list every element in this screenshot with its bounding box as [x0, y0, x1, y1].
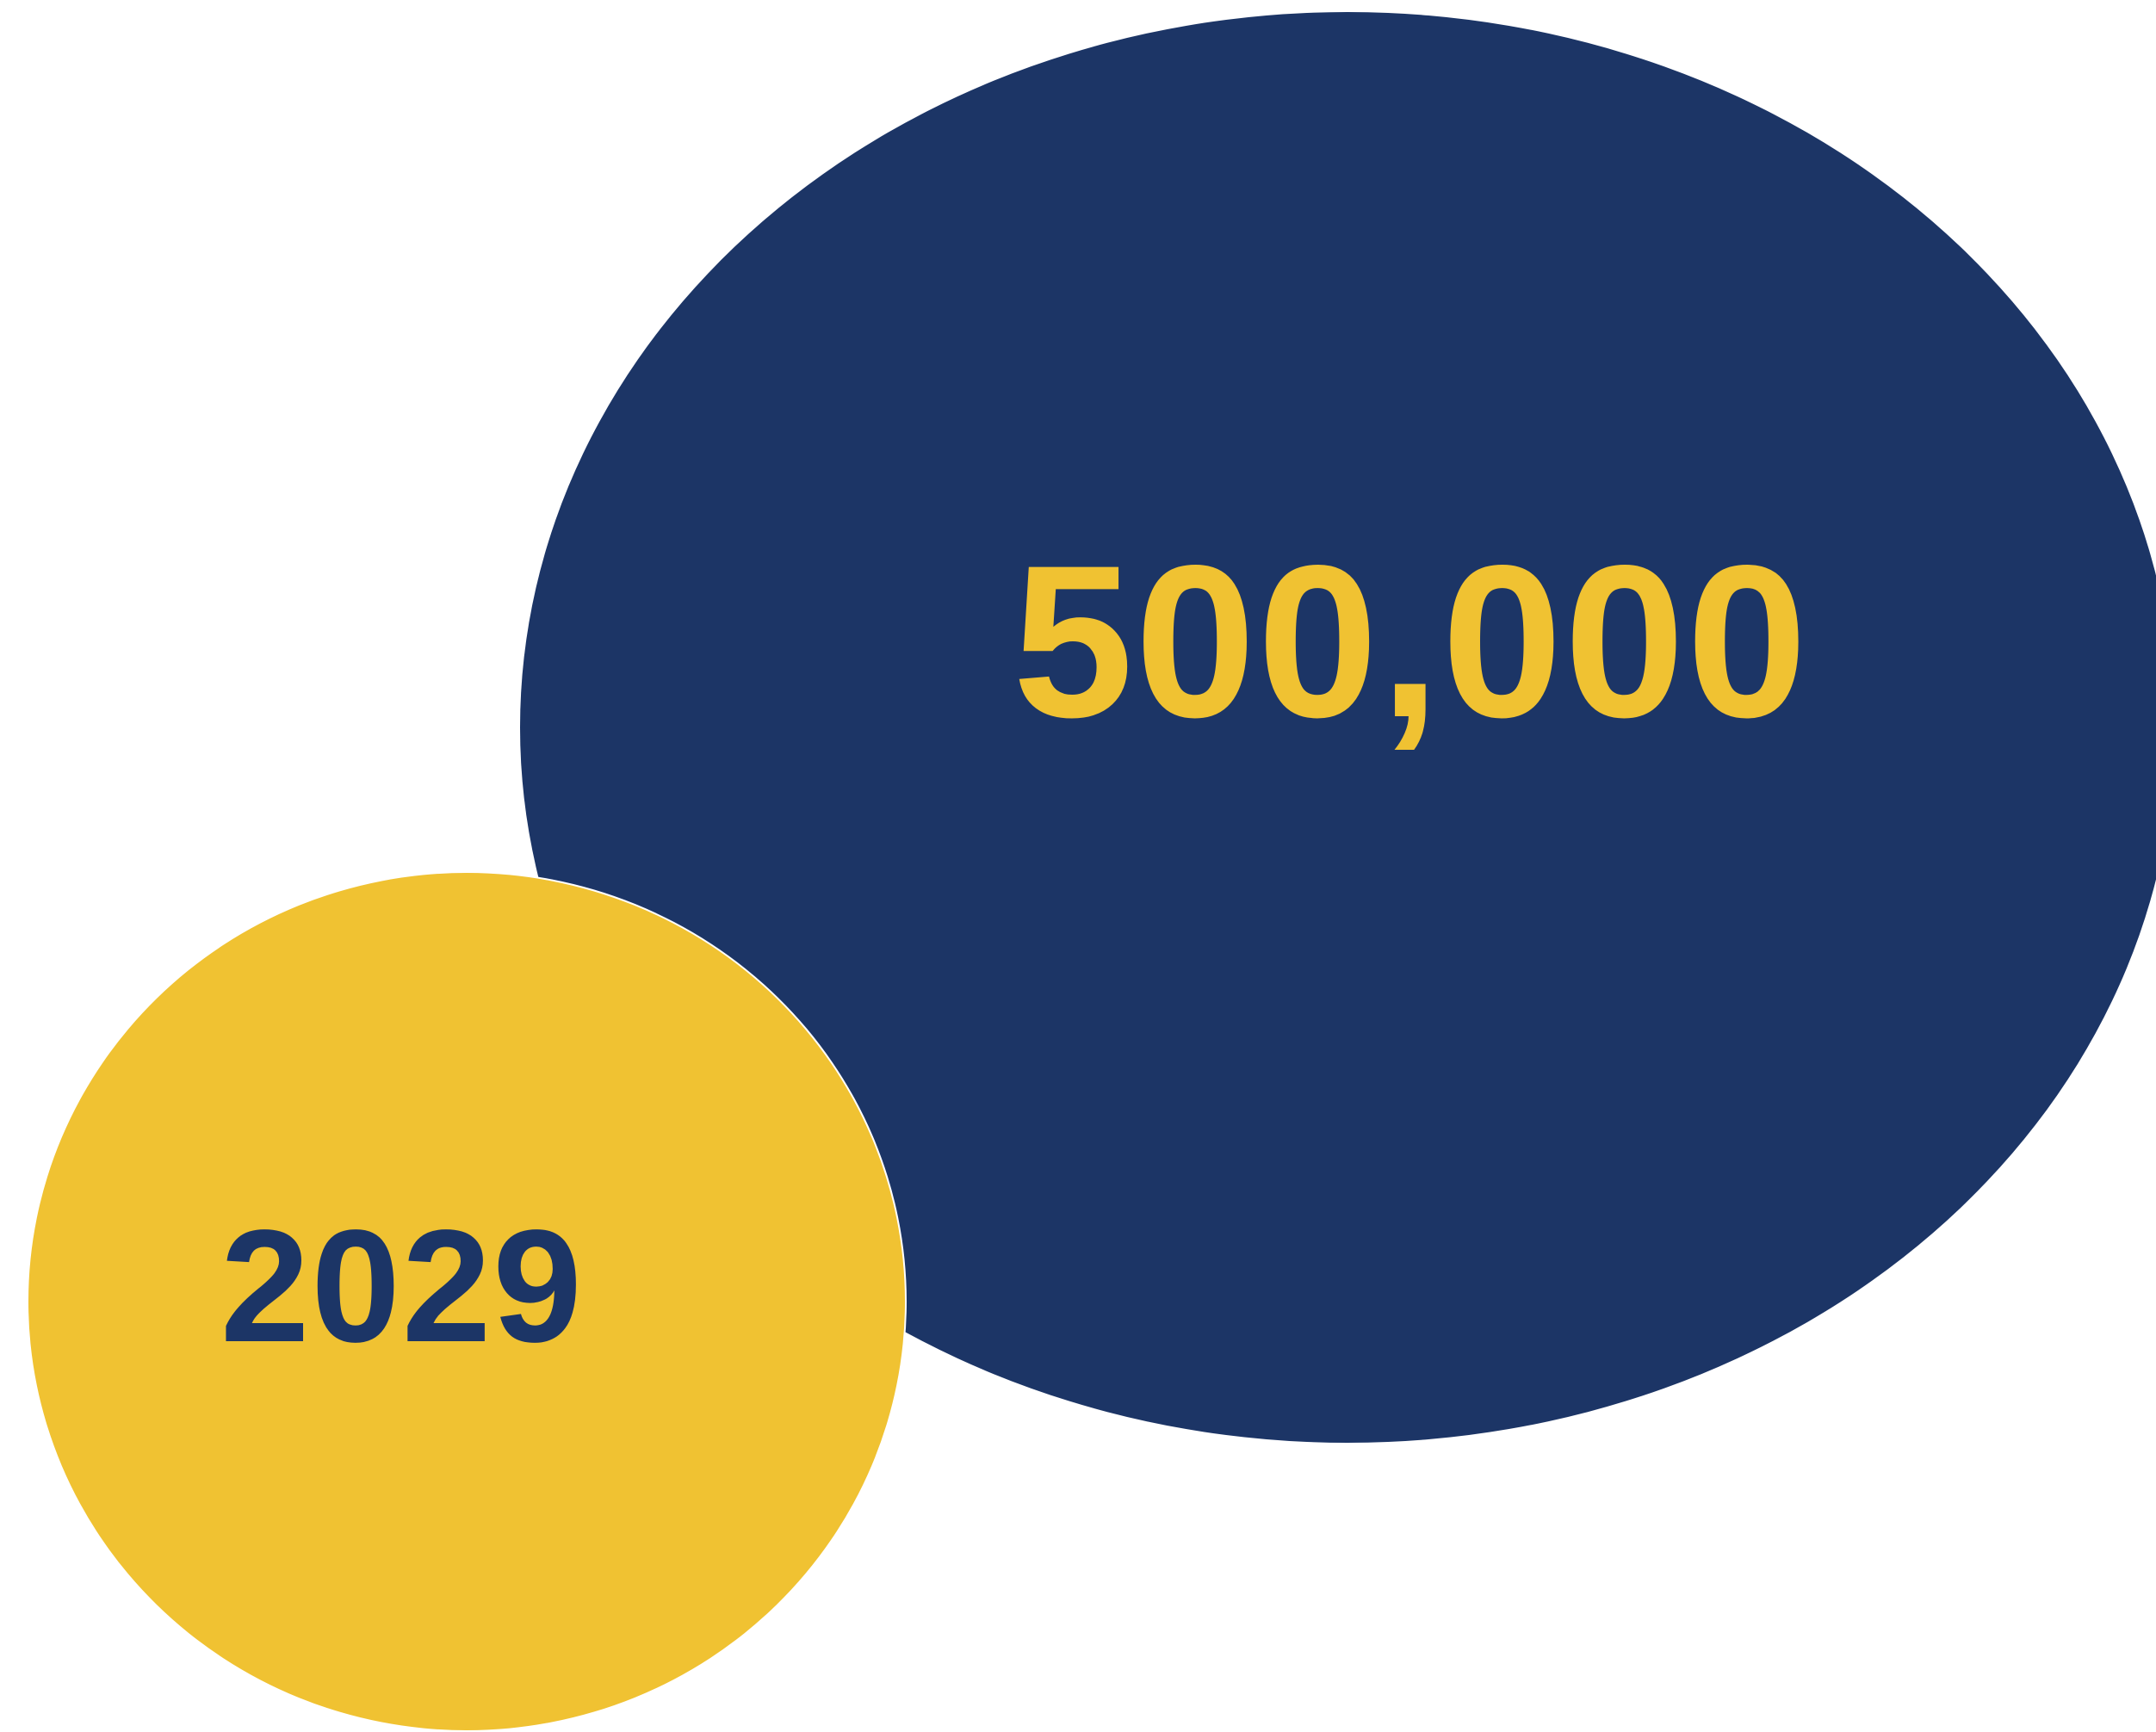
big-number-label: 500,000: [1013, 521, 1809, 763]
year-label: 2029: [220, 1197, 584, 1376]
gold-circle: [27, 871, 907, 1732]
